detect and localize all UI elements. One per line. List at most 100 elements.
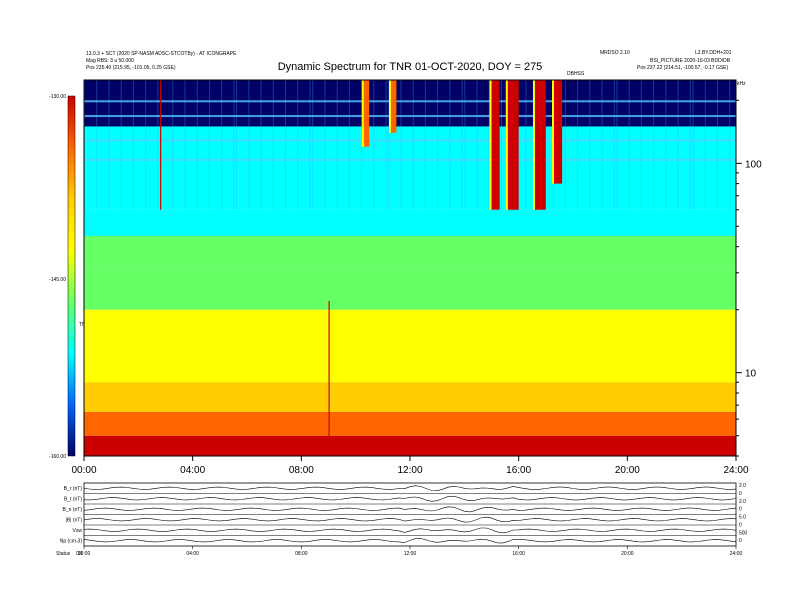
texture-streak [208, 80, 210, 210]
texture-streak [424, 80, 426, 210]
status-value: 0/1 [76, 551, 83, 557]
burst-fringe-4 [361, 80, 364, 147]
texture-streak [309, 80, 311, 210]
subpanel-x-tick-label: 04:00 [186, 551, 199, 557]
texture-streak [157, 80, 159, 210]
subpanel-right-tick: 5.0 [739, 515, 746, 521]
texture-streak [716, 80, 718, 210]
burst-3 [553, 80, 563, 184]
texture-streak [613, 80, 615, 210]
header-right-line4: Pos 237.22 (214.51, -100.57, -0.17 GSE) [637, 65, 729, 71]
band-7 [84, 126, 736, 210]
texture-streak [577, 80, 579, 210]
texture-streak [704, 80, 706, 210]
texture-streak [628, 80, 630, 210]
subpanel-right-tick: 2.0 [739, 499, 746, 505]
subpanel-x-tick-label: 24:00 [730, 551, 743, 557]
texture-streak [677, 80, 679, 210]
subpanel-right-tick: 0 [739, 522, 742, 528]
header-left-line2: Mag RBS: 3 u 50.000 [86, 58, 134, 64]
band-8 [84, 80, 736, 127]
texture-streak [236, 80, 238, 210]
subpanel-x-tick-label: 12:00 [404, 551, 417, 557]
y-tick-label: 10 [745, 369, 757, 380]
texture-streak [488, 80, 490, 210]
texture-streak [145, 80, 147, 210]
texture-streak [640, 80, 642, 210]
texture-streak [437, 80, 439, 210]
texture-streak [400, 80, 402, 210]
x-tick-label: 20:00 [615, 465, 640, 476]
burst-4 [363, 80, 370, 147]
y-tick-label: 100 [745, 159, 762, 170]
subpanel-x-tick-label: 08:00 [295, 551, 308, 557]
texture-streak [285, 80, 287, 210]
texture-streak [120, 80, 122, 210]
subpanel-right-tick: 0 [739, 507, 742, 513]
header-right-line2: L2.BY.DDH+201 [695, 50, 732, 56]
spike-line-1 [328, 300, 330, 456]
texture-streak [729, 80, 731, 210]
texture-streak [373, 80, 375, 210]
colorbar-tick-mid: -145.00 [49, 277, 66, 283]
header-left-line1: 13.0.3 + SCT (2020 SP-NASM ADSC-STCOTBy)… [86, 51, 237, 57]
texture-streak [172, 80, 174, 210]
subpanel-right-tick: 2.0 [739, 483, 746, 489]
burst-0 [491, 80, 500, 210]
texture-streak [525, 80, 527, 210]
texture-streak [132, 80, 134, 210]
texture-streak [461, 80, 463, 210]
spectrogram [84, 80, 736, 456]
band-1 [84, 411, 736, 436]
burst-5 [390, 80, 397, 133]
texture-streak [221, 80, 223, 210]
texture-streak [476, 80, 478, 210]
texture-streak [653, 80, 655, 210]
spike-line-0 [160, 80, 162, 210]
texture-streak [336, 80, 338, 210]
texture-streak [388, 80, 390, 210]
subpanel-trace [83, 538, 737, 544]
x-tick-label: 12:00 [397, 465, 422, 476]
texture-streak [589, 80, 591, 210]
band-6 [84, 209, 736, 236]
subpanel-label: |B| (nT) [66, 518, 83, 524]
texture-streak [361, 80, 363, 210]
chart-title: Dynamic Spectrum for TNR 01-OCT-2020, DO… [278, 61, 543, 73]
texture-streak [196, 80, 198, 210]
x-tick-label: 00:00 [71, 465, 96, 476]
status-label: Status [56, 551, 71, 557]
band-line-3 [84, 158, 736, 161]
subpanel-right-tick: 0 [739, 491, 742, 497]
texture-streak [108, 80, 110, 210]
texture-streak [348, 80, 350, 210]
band-line-2 [84, 139, 736, 142]
texture-streak [385, 80, 387, 210]
subpanel-x-tick-label: 00:00 [78, 551, 91, 557]
texture-streak [272, 80, 274, 210]
texture-streak [689, 80, 691, 210]
header-small-label: DBHSS [567, 71, 585, 77]
x-tick-label: 04:00 [180, 465, 205, 476]
subpanel-trace [83, 527, 737, 534]
subpanel-label: B_n (nT) [63, 507, 83, 513]
texture-streak [96, 80, 98, 210]
texture-streak [260, 80, 262, 210]
subpanel-trace [83, 516, 737, 523]
colorbar-tick-bottom: -160.00 [49, 454, 66, 460]
x-tick-label: 16:00 [506, 465, 531, 476]
kHz-corner-label: kHz [737, 81, 746, 87]
texture-streak [412, 80, 414, 210]
band-5 [84, 235, 736, 267]
y-axis: 100 10 [736, 99, 762, 457]
texture-streak [564, 80, 566, 210]
band-3 [84, 309, 736, 383]
burst-2 [534, 80, 546, 210]
x-tick-label: 08:00 [289, 465, 314, 476]
texture-streak [449, 80, 451, 210]
subpanel-right-tick: 0 [739, 538, 742, 544]
texture-streak [233, 80, 235, 210]
x-tick-label: 24:00 [723, 465, 748, 476]
subpanel-label: B_r (nT) [64, 486, 83, 492]
